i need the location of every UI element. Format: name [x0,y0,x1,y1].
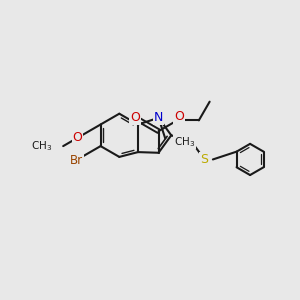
Text: O: O [73,131,82,144]
Text: O: O [174,110,184,123]
Text: CH$_3$: CH$_3$ [174,135,196,148]
Text: Br: Br [70,154,83,167]
Text: S: S [200,153,208,166]
Text: O: O [130,111,140,124]
Text: N: N [154,111,163,124]
Text: CH$_3$: CH$_3$ [32,139,53,153]
